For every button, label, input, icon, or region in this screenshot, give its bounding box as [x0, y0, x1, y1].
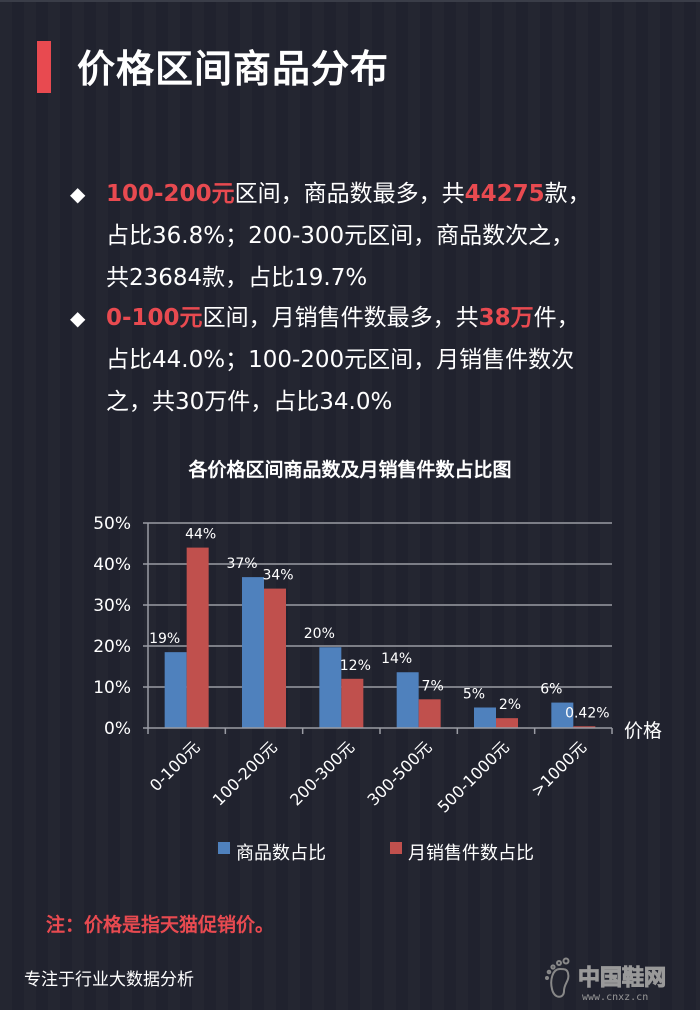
- y-tick-label: 50%: [93, 514, 131, 534]
- highlight-text: 0-100元: [106, 305, 203, 331]
- text-segment: 区间，月销售件数最多，共: [202, 305, 479, 331]
- bar-sales-share: [418, 699, 441, 728]
- text-segment: 区间，商品数最多，共: [234, 181, 465, 207]
- x-tick-label: 0-100元: [146, 737, 204, 795]
- chart-legend: 商品数占比 月销售件数占比: [218, 842, 534, 864]
- diamond-bullet-icon: ◆: [70, 182, 86, 206]
- bullet-line: 占比44.0%；100-200元区间，月销售件数次: [106, 339, 670, 381]
- y-tick-label: 10%: [93, 678, 131, 698]
- data-label: 44%: [185, 527, 216, 543]
- bar-product-share: [319, 647, 342, 728]
- y-tick-label: 20%: [93, 637, 131, 657]
- bar-product-share: [164, 652, 187, 728]
- data-label: 19%: [149, 631, 180, 647]
- bullet-line: 0-100元区间，月销售件数最多，共38万件，: [106, 297, 670, 339]
- x-axis-title: 价格: [624, 720, 662, 742]
- x-axis: [147, 523, 613, 734]
- bar-product-share: [396, 672, 419, 728]
- bullet-line: 占比36.8%；200-300元区间，商品数次之，: [106, 215, 670, 257]
- bar-product-share: [551, 702, 574, 728]
- text-segment: 占比44.0%；100-200元区间，月销售件数次: [106, 347, 575, 373]
- y-tick-label: 40%: [93, 555, 131, 575]
- bar-sales-share: [573, 726, 596, 728]
- bar-sales-share: [186, 547, 209, 728]
- bar-sales-share: [341, 678, 364, 728]
- text-segment: 共23684款，占比19.7%: [106, 265, 368, 291]
- bullet-text: 0-100元区间，月销售件数最多，共38万件， 占比44.0%；100-200元区…: [70, 297, 670, 423]
- data-label: 7%: [422, 678, 444, 694]
- legend-label: 商品数占比: [236, 843, 326, 864]
- top-border: [0, 0, 700, 2]
- chart-bars: 19% 44% 37% 34% 20% 12% 14% 7% 5% 2% 6%0.42%: [149, 527, 610, 728]
- data-label: 6%: [540, 682, 562, 698]
- bar-product-share: [242, 577, 264, 728]
- bullet-line: 共23684款，占比19.7%: [106, 257, 670, 299]
- data-label: 2%: [499, 697, 521, 713]
- x-tick-label: >1000元: [527, 737, 590, 800]
- footnote: 注：价格是指天猫促销价。: [46, 914, 275, 936]
- data-label: 0.42%: [565, 705, 609, 721]
- text-segment: 件，: [533, 305, 580, 331]
- bullet-line: 100-200元区间，商品数最多，共44275款，: [106, 173, 670, 215]
- legend-label: 月销售件数占比: [408, 843, 534, 864]
- chart-gridlines: [148, 522, 612, 688]
- data-label: 14%: [381, 651, 412, 667]
- bullet-point-1: ◆ 100-200元区间，商品数最多，共44275款， 占比36.8%；200-3…: [70, 173, 670, 299]
- y-tick-label: 0%: [104, 719, 131, 739]
- data-label: 5%: [463, 687, 485, 703]
- bullet-text: 100-200元区间，商品数最多，共44275款， 占比36.8%；200-300…: [70, 173, 670, 299]
- legend-swatch: [390, 842, 402, 854]
- x-tick-label: 500-1000元: [434, 737, 513, 816]
- highlight-text: 44275: [464, 181, 545, 207]
- highlight-text: 38万: [478, 305, 534, 331]
- bullet-line: 之，共30万件，占比34.0%: [106, 381, 670, 423]
- text-segment: 之，共30万件，占比34.0%: [106, 389, 393, 415]
- text-segment: 款，: [544, 181, 591, 207]
- x-tick-label: 100-200元: [209, 737, 281, 809]
- bar-sales-share: [264, 588, 286, 728]
- chart-title: 各价格区间商品数及月销售件数占比图: [188, 459, 512, 481]
- bar-product-share: [474, 707, 496, 728]
- bar-sales-share: [496, 718, 518, 728]
- x-tick-label: 200-300元: [286, 737, 358, 809]
- slogan: 专注于行业大数据分析: [24, 970, 194, 990]
- highlight-text: 100-200元: [106, 181, 235, 207]
- y-tick-label: 30%: [93, 596, 131, 616]
- data-label: 37%: [226, 556, 257, 572]
- diamond-bullet-icon: ◆: [70, 306, 86, 330]
- text-segment: 占比36.8%；200-300元区间，商品数次之，: [106, 223, 575, 249]
- logo-text: 中国鞋网: [578, 966, 666, 991]
- bullet-point-2: ◆ 0-100元区间，月销售件数最多，共38万件， 占比44.0%；100-200…: [70, 297, 670, 423]
- data-label: 34%: [262, 568, 293, 584]
- logo-url: www.cnxz.cn: [582, 992, 648, 1003]
- legend-swatch: [218, 842, 230, 854]
- y-axis-ticks: 0% 10% 20% 30% 40% 50%: [93, 514, 148, 739]
- title-accent-bar: [37, 41, 51, 93]
- data-label: 20%: [304, 626, 335, 642]
- footprint-icon: [545, 957, 570, 998]
- page-title: 价格区间商品分布: [77, 47, 390, 91]
- x-tick-label: 300-500元: [363, 737, 435, 809]
- data-label: 12%: [340, 658, 371, 674]
- brand-logo: 中国鞋网 www.cnxz.cn: [545, 957, 667, 1003]
